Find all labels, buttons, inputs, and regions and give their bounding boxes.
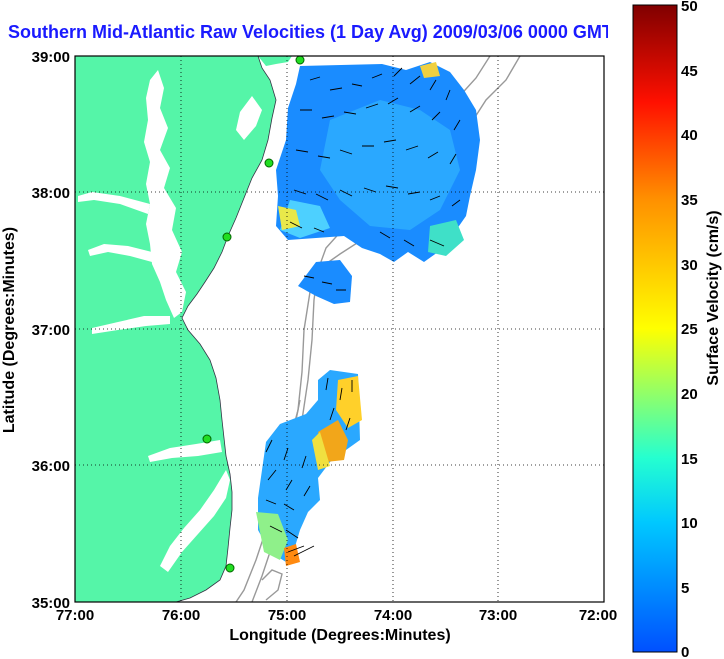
- rappahannock-river: [88, 244, 152, 262]
- x-tick-label: 72:00: [579, 607, 617, 624]
- station-marker: [264, 158, 274, 168]
- colorbar-tick: 45: [681, 63, 698, 80]
- radar-stations: [202, 55, 305, 573]
- grid-lines: [75, 56, 604, 602]
- x-axis-label: Longitude (Degrees:Minutes): [229, 627, 450, 644]
- albemarle-sound: [148, 440, 222, 462]
- delaware-bay: [236, 96, 262, 140]
- station-marker: [225, 563, 235, 573]
- x-tick-label: 74:00: [374, 607, 412, 624]
- x-axis: 77:00 76:00 75:00 74:00 73:00 72:00 Long…: [56, 607, 617, 644]
- colorbar-label: Surface Velocity (cm/s): [705, 210, 722, 385]
- colorbar-tick: 40: [681, 127, 698, 144]
- james-river: [92, 316, 170, 334]
- plot-frame: [74, 55, 605, 603]
- new-jersey-land: [258, 56, 292, 66]
- colorbar-tick: 15: [681, 451, 698, 468]
- pamlico-sound: [160, 470, 230, 572]
- station-marker: [295, 55, 305, 65]
- colorbar-tick: 0: [681, 644, 689, 659]
- y-axis: 39:00 38:00 37:00 36:00 35:00 Latitude (…: [1, 49, 70, 612]
- x-tick-label: 75:00: [268, 607, 306, 624]
- velocity-field-north: [276, 62, 480, 262]
- coastline: [175, 56, 277, 602]
- y-tick-label: 37:00: [32, 322, 70, 339]
- chesapeake-bay: [144, 70, 186, 318]
- x-tick-label: 76:00: [162, 607, 200, 624]
- x-tick-label: 77:00: [56, 607, 94, 624]
- colorbar-tick: 30: [681, 257, 698, 274]
- velocity-vectors: [265, 67, 461, 557]
- colorbar-tick: 35: [681, 192, 698, 209]
- velocity-field-central: [298, 260, 352, 304]
- y-tick-label: 38:00: [32, 185, 70, 202]
- colorbar-scale: [632, 4, 678, 653]
- y-axis-label: Latitude (Degrees:Minutes): [1, 227, 18, 433]
- y-tick-label: 36:00: [32, 458, 70, 475]
- colorbar-tick: 10: [681, 515, 698, 532]
- colorbar-tick: 5: [681, 580, 689, 597]
- y-tick-label: 35:00: [32, 595, 70, 612]
- colorbar-tick: 50: [681, 0, 698, 15]
- colorbar: 50 45 40 35 30 25 20 15 10 5 0 Surface V…: [632, 0, 722, 659]
- velocity-field-south: [256, 370, 362, 566]
- station-marker: [202, 434, 212, 444]
- map-title: Southern Mid-Atlantic Raw Velocities (1 …: [8, 22, 608, 42]
- colorbar-tick: 20: [681, 386, 698, 403]
- colorbar-tick: 25: [681, 321, 698, 338]
- station-marker: [222, 232, 232, 242]
- y-tick-label: 39:00: [32, 49, 70, 66]
- potomac-river: [78, 192, 150, 214]
- x-tick-label: 73:00: [479, 607, 517, 624]
